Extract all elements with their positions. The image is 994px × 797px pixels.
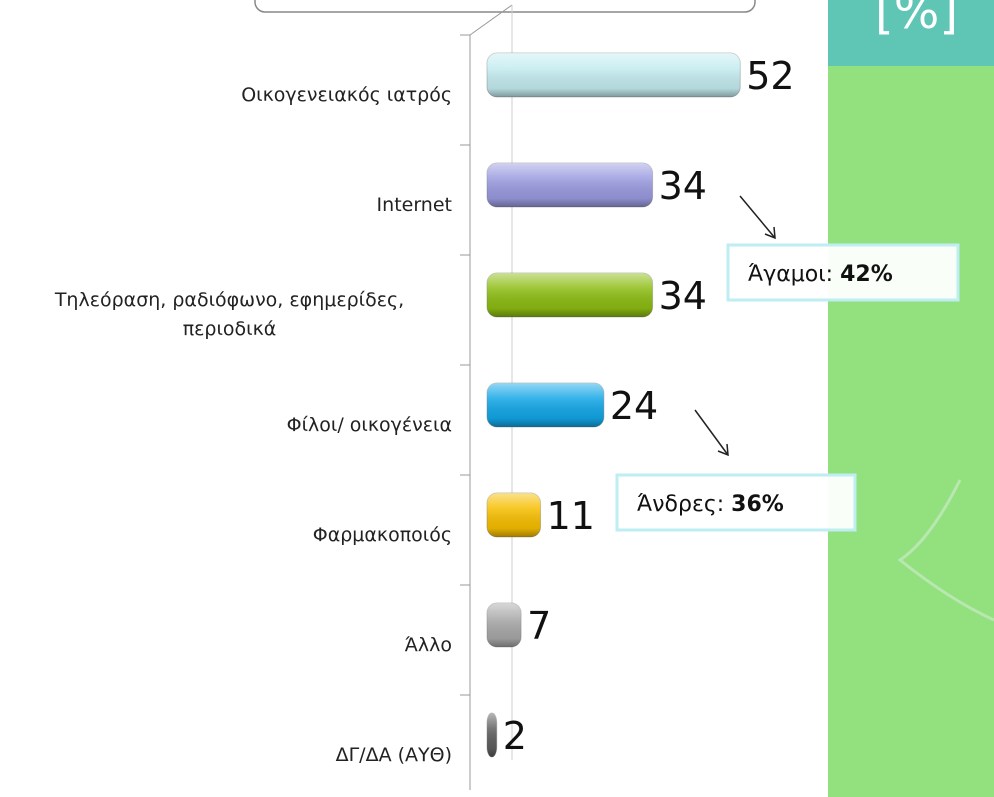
bar-shine xyxy=(487,53,741,97)
arrow xyxy=(739,195,776,239)
unit-label: [%] xyxy=(875,0,958,40)
side-panel xyxy=(828,66,994,797)
arrow-head xyxy=(764,226,776,240)
value-label: 24 xyxy=(610,384,658,428)
value-label: 11 xyxy=(547,494,595,538)
annotation-label: Άγαμοι: xyxy=(748,262,834,287)
annotation: Άνδρες: 36% xyxy=(637,492,784,517)
value-label: 52 xyxy=(746,54,794,98)
annotation: Άγαμοι: 42% xyxy=(748,262,893,287)
category-label: Άλλο xyxy=(404,633,452,656)
annotation-value: 36% xyxy=(731,492,784,517)
bar-shine xyxy=(487,163,653,207)
bar-shine xyxy=(487,713,497,757)
category-label: Φίλοι/ οικογένεια xyxy=(286,413,452,436)
decoration xyxy=(897,479,994,622)
bar-shine xyxy=(487,603,522,647)
category-label: Οικογενειακός ιατρός xyxy=(241,83,452,106)
value-label: 2 xyxy=(503,714,527,758)
header-band xyxy=(828,0,994,66)
bar-shine xyxy=(487,383,604,427)
arrow-head xyxy=(717,443,729,457)
value-label: 34 xyxy=(659,164,707,208)
value-label: 34 xyxy=(659,274,707,318)
arrow xyxy=(694,409,729,456)
value-label: 7 xyxy=(527,604,551,648)
axis-depth xyxy=(469,4,513,36)
annotation-value: 42% xyxy=(840,262,893,287)
title-box xyxy=(254,0,756,13)
category-label: Τηλεόραση, ραδιόφωνο, εφημερίδες, περιοδ… xyxy=(54,289,405,340)
annotation-label: Άνδρες: xyxy=(637,492,725,517)
bar-shine xyxy=(487,493,541,537)
annotation-box xyxy=(726,243,960,302)
category-label: Internet xyxy=(376,193,452,216)
category-label: Φαρμακοποιός xyxy=(312,523,452,546)
bar-shine xyxy=(487,273,653,317)
annotation-box xyxy=(615,473,857,532)
category-label: ΔΓ/ΔΑ (ΑΥΘ) xyxy=(335,743,452,766)
